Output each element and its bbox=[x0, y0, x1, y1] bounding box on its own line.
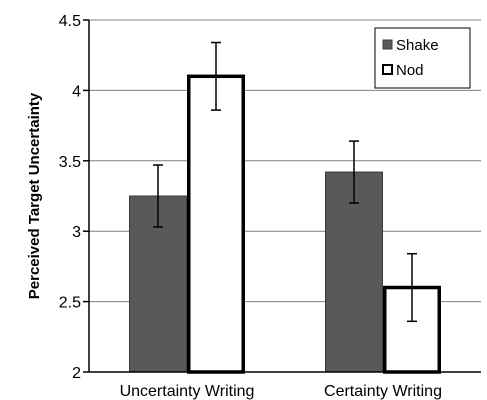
error-bar bbox=[407, 252, 417, 323]
legend-swatch-shake bbox=[382, 39, 393, 50]
x-category-label: Certainty Writing bbox=[324, 383, 442, 400]
x-category-label: Uncertainty Writing bbox=[120, 383, 255, 400]
error-bar bbox=[349, 140, 359, 204]
x-axis-category-labels: Uncertainty Writing Certainty Writing bbox=[120, 383, 442, 400]
y-tick-label: 4.5 bbox=[59, 13, 81, 30]
legend-label-nod: Nod bbox=[396, 62, 424, 79]
y-tick-label: 3 bbox=[72, 224, 81, 241]
y-axis-label: Perceived Target Uncertainty bbox=[26, 92, 43, 299]
error-bars bbox=[153, 41, 417, 323]
bar-shake bbox=[325, 171, 383, 373]
y-tick-label: 3.5 bbox=[59, 154, 81, 171]
legend-box bbox=[374, 27, 471, 89]
legend-swatch-nod bbox=[382, 64, 393, 75]
y-tick-label: 2 bbox=[72, 365, 81, 382]
legend-label-shake: Shake bbox=[396, 37, 439, 54]
y-axis-ticks: 2 2.5 3 3.5 4 4.5 bbox=[59, 13, 89, 382]
error-bar bbox=[153, 164, 163, 228]
y-tick-label: 4 bbox=[72, 83, 81, 100]
y-tick-label: 2.5 bbox=[59, 295, 81, 312]
bar-nod bbox=[187, 74, 245, 374]
bars bbox=[129, 74, 441, 374]
legend: Shake Nod bbox=[374, 27, 471, 89]
error-bar bbox=[211, 41, 221, 111]
